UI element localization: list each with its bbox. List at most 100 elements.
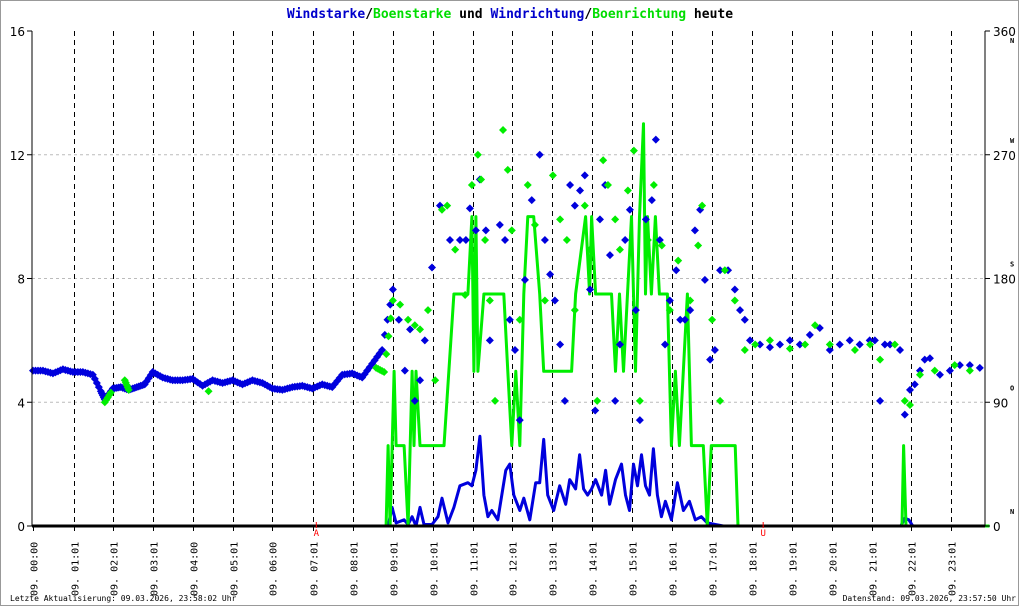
point-boenrichtung (850, 346, 859, 354)
point-boenrichtung (384, 332, 393, 341)
left-tick-label: 16 (10, 25, 25, 39)
x-tick-label: 09. 10:01 (430, 542, 441, 596)
title-part: heute (686, 7, 733, 22)
point-boenrichtung (825, 340, 834, 349)
point-windrichtung (676, 315, 685, 324)
point-boenrichtung (603, 181, 612, 189)
point-windrichtung (591, 406, 600, 415)
point-boenrichtung (556, 215, 565, 224)
point-boenrichtung (686, 296, 695, 305)
x-tick-label: 09. 13:01 (549, 542, 560, 596)
point-windrichtung (955, 361, 964, 370)
point-windrichtung (935, 370, 944, 379)
point-boenrichtung (580, 201, 589, 210)
sun-marker-label: U (760, 529, 765, 539)
point-windrichtung (388, 285, 397, 294)
point-boenrichtung (424, 306, 433, 315)
compass-label: N (1010, 37, 1014, 45)
right-tick-label: 90 (993, 396, 1008, 410)
point-boenrichtung (765, 336, 774, 345)
point-boenrichtung (708, 315, 717, 324)
point-windrichtung (535, 150, 544, 159)
point-boenrichtung (461, 291, 470, 299)
point-boenrichtung (751, 340, 760, 349)
compass-label: O (1010, 384, 1014, 392)
point-windrichtung (710, 346, 719, 354)
right-tick-label: 270 (993, 149, 1016, 163)
point-boenrichtung (540, 296, 549, 305)
point-windrichtung (586, 285, 595, 294)
point-windrichtung (605, 251, 614, 260)
point-boenrichtung (380, 368, 389, 376)
point-boenrichtung (716, 396, 725, 405)
point-windrichtung (631, 306, 640, 315)
point-windrichtung (406, 325, 415, 334)
axes: 09. 00:00 09. 01:01 09. 02:01 09. 03:01 09. … (10, 25, 1016, 596)
point-boenrichtung (876, 355, 885, 364)
point-boenrichtung (930, 366, 939, 375)
point-boenrichtung (570, 306, 579, 315)
point-windrichtung (461, 236, 470, 244)
point-boenrichtung (915, 370, 924, 379)
point-windrichtung (485, 336, 494, 345)
series-line-windstarke (33, 434, 990, 528)
point-windrichtung (445, 236, 454, 244)
point-windrichtung (471, 226, 480, 235)
point-boenrichtung (950, 361, 959, 370)
point-windrichtung (635, 416, 644, 425)
point-boenrichtung (451, 245, 460, 254)
x-tick-label: 09. 05:01 (230, 542, 241, 596)
last-update-text: Letzte Aktualisierung: 09.03.2026, 23:58… (10, 594, 237, 603)
point-windrichtung (510, 346, 519, 354)
point-boenrichtung (124, 385, 133, 394)
title-part: Windrichtung (490, 7, 584, 22)
point-windrichtung (690, 226, 699, 235)
point-windrichtung (746, 336, 755, 345)
x-tick-label: 09. 18:01 (749, 542, 760, 596)
point-windrichtung (845, 336, 854, 345)
point-windrichtung (785, 336, 794, 345)
x-tick-label: 09. 01:01 (71, 542, 82, 596)
x-tick-label: 09. 12:01 (509, 542, 520, 596)
x-tick-label: 09. 15:01 (629, 542, 640, 596)
x-tick-label: 09. 11:01 (470, 542, 481, 596)
point-boenrichtung (530, 220, 539, 229)
point-boenrichtung (611, 215, 620, 224)
point-boenrichtung (890, 340, 899, 349)
point-windrichtung (736, 306, 745, 315)
point-boenrichtung (473, 150, 482, 159)
point-windrichtung (855, 340, 864, 349)
point-windrichtung (906, 385, 915, 394)
x-tick-label: 09. 06:00 (269, 542, 280, 596)
point-boenrichtung (548, 171, 557, 180)
point-windrichtung (900, 410, 909, 419)
point-windrichtung (765, 343, 774, 352)
point-windrichtung (556, 340, 565, 349)
point-windrichtung (805, 330, 814, 339)
title-part: Boenstarke (373, 7, 451, 22)
point-windrichtung (576, 186, 585, 195)
point-boenrichtung (485, 296, 494, 305)
x-tick-label: 09. 02:01 (110, 542, 121, 596)
point-boenrichtung (785, 344, 794, 353)
x-tick-label: 09. 21:01 (869, 542, 880, 596)
point-boenrichtung (635, 396, 644, 405)
point-windrichtung (428, 263, 436, 272)
point-windrichtung (755, 340, 764, 349)
x-tick-label: 09. 19:01 (789, 542, 800, 596)
point-windrichtung (501, 236, 510, 244)
point-windrichtung (515, 416, 524, 425)
x-tick-label: 09. 17:01 (709, 542, 720, 596)
point-windrichtung (611, 396, 620, 405)
point-boenrichtung (491, 396, 500, 405)
point-windrichtung (716, 266, 725, 275)
point-boenrichtung (386, 314, 395, 323)
point-windrichtung (625, 205, 634, 214)
left-tick-label: 4 (17, 396, 25, 410)
grid (32, 31, 985, 526)
title-part: Windstarke (287, 7, 365, 22)
point-windrichtung (975, 363, 984, 372)
